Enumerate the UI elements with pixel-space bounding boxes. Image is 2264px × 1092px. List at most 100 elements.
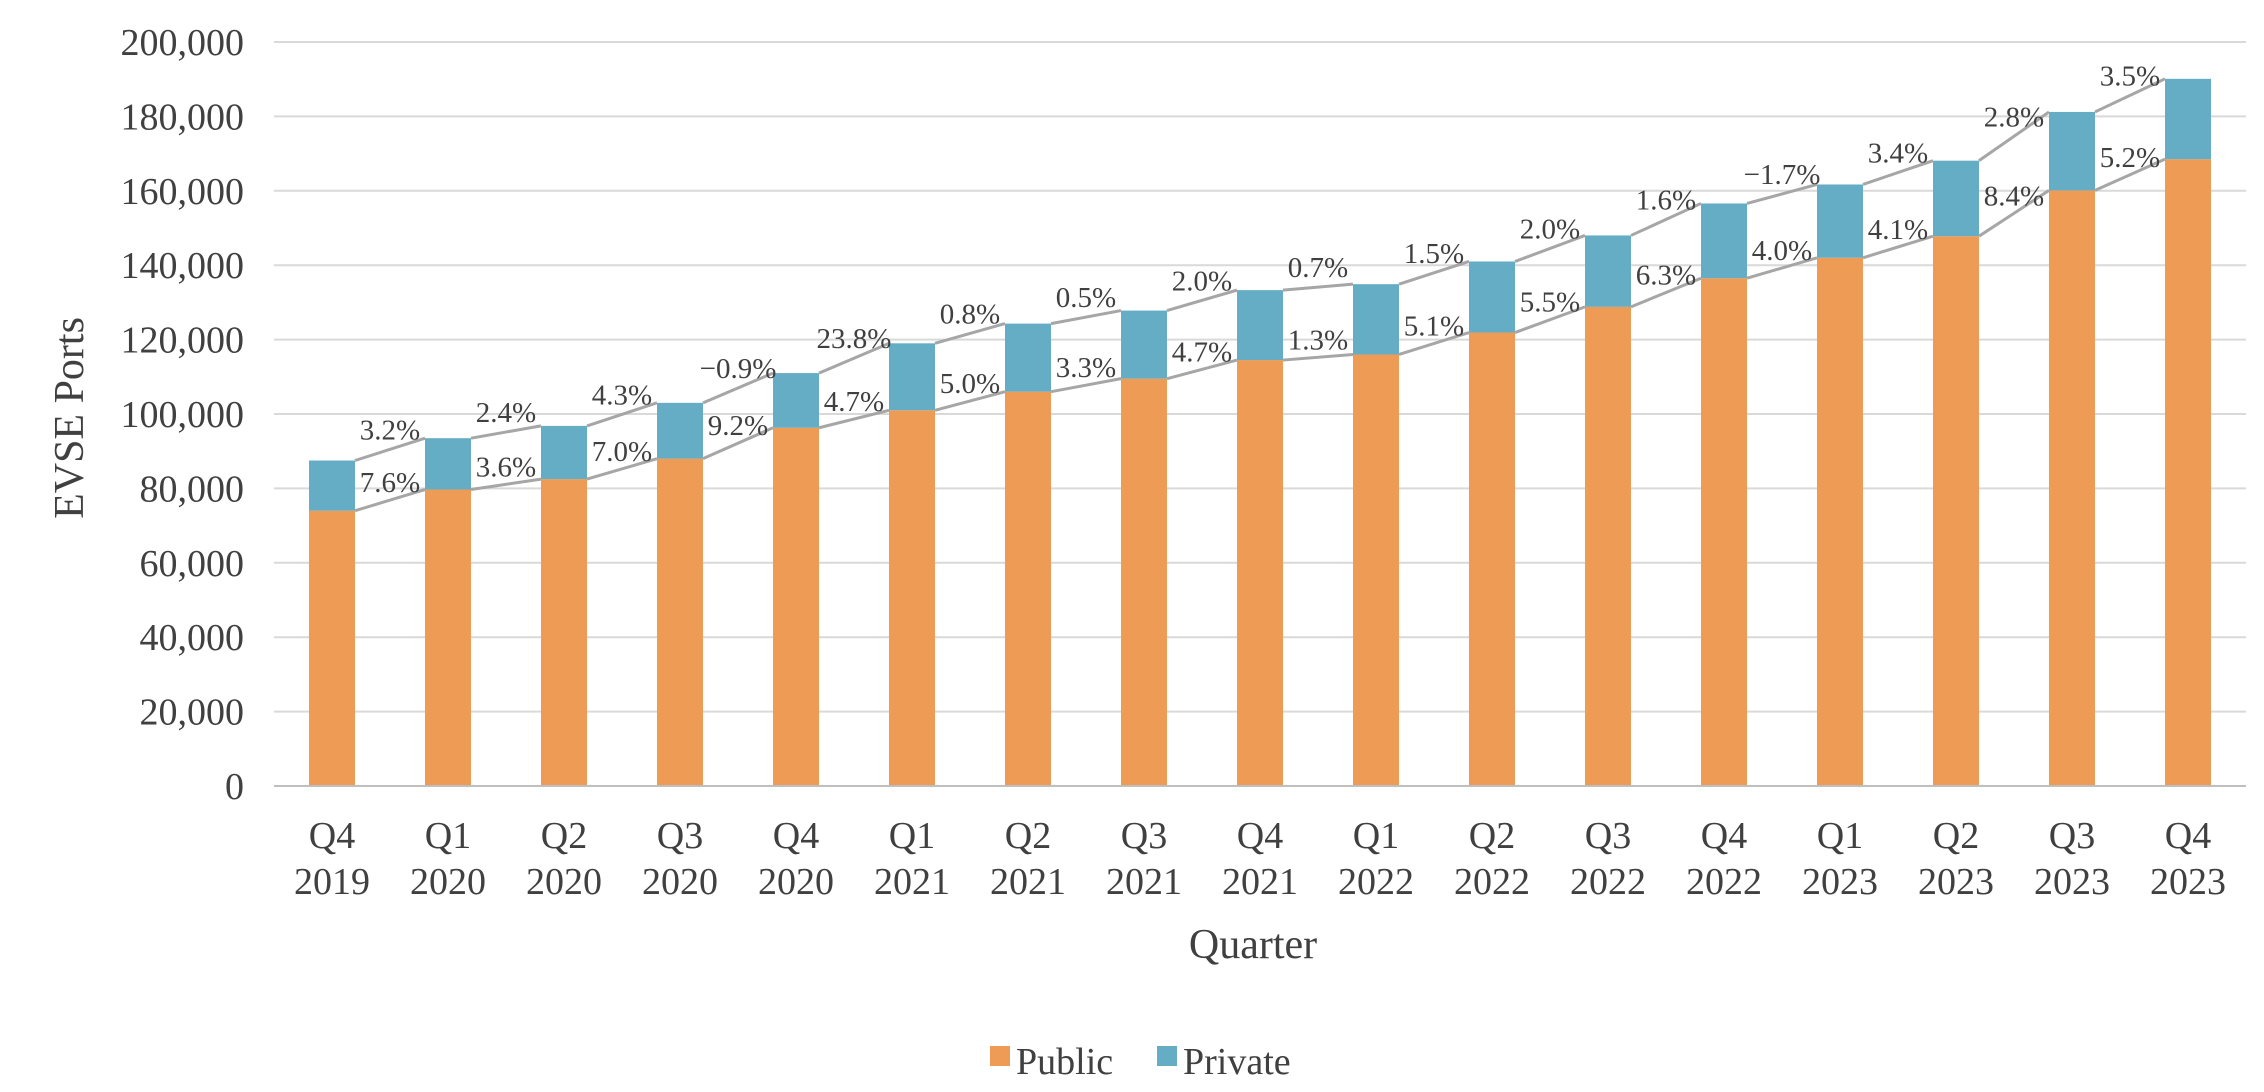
connector-lines bbox=[354, 77, 2166, 513]
connector-public bbox=[470, 477, 542, 491]
connector-total bbox=[2094, 77, 2166, 114]
change-label-private: 2.0% bbox=[1172, 265, 1232, 297]
connector-public bbox=[1514, 305, 1586, 334]
x-tick-label-quarter: Q3 bbox=[1585, 815, 1631, 857]
change-label-private: 0.5% bbox=[1056, 282, 1116, 314]
connector-total bbox=[586, 401, 658, 428]
y-tick-label: 180,000 bbox=[121, 96, 245, 138]
bar-private bbox=[425, 438, 471, 490]
connector-total bbox=[470, 424, 542, 440]
connector-public bbox=[1050, 377, 1122, 394]
x-tick-label-quarter: Q2 bbox=[541, 815, 587, 857]
change-label-private: 0.8% bbox=[940, 298, 1000, 330]
change-label-public: 4.7% bbox=[1172, 336, 1232, 368]
connector-total bbox=[1514, 234, 1586, 263]
data-labels: 7.6% 3.2% 3.6% 2.4% 7.0% 4.3% 9.2% −0.9% 4.7% 23.… bbox=[360, 60, 2160, 499]
connector-public bbox=[1398, 331, 1470, 356]
change-label-public: 8.4% bbox=[1984, 180, 2044, 212]
x-axis-title: Quarter bbox=[1189, 922, 1317, 968]
bar-public bbox=[425, 489, 471, 786]
bar-public bbox=[1817, 257, 1863, 786]
connector-total bbox=[1282, 282, 1354, 292]
change-label-public: 4.7% bbox=[824, 386, 884, 418]
change-label-public: 1.3% bbox=[1288, 324, 1348, 356]
change-label-public: 3.3% bbox=[1056, 352, 1116, 384]
change-label-private: 1.5% bbox=[1404, 238, 1464, 270]
change-label-public: 5.2% bbox=[2100, 142, 2160, 174]
change-label-private: 4.3% bbox=[592, 379, 652, 411]
connector-total bbox=[1862, 159, 1934, 186]
legend-label-private: Private bbox=[1183, 1041, 1291, 1083]
connector-public bbox=[1630, 276, 1702, 309]
x-tick-label-year: 2020 bbox=[526, 861, 602, 903]
y-tick-label: 200,000 bbox=[121, 22, 245, 64]
connector-public bbox=[1862, 234, 1934, 260]
bar-public bbox=[1701, 278, 1747, 786]
connector-total bbox=[1398, 260, 1470, 286]
bar-private bbox=[1237, 290, 1283, 361]
x-tick-label-quarter: Q2 bbox=[1469, 815, 1515, 857]
bar-private bbox=[2165, 78, 2211, 160]
y-tick-label: 100,000 bbox=[121, 394, 245, 436]
y-tick-label: 60,000 bbox=[140, 543, 245, 585]
change-label-public: 5.5% bbox=[1520, 287, 1580, 319]
connector-public bbox=[354, 488, 426, 513]
x-tick-label-year: 2022 bbox=[1454, 861, 1530, 903]
x-tick-label-year: 2023 bbox=[2034, 861, 2110, 903]
bar-private bbox=[773, 373, 819, 428]
change-label-public: 4.0% bbox=[1752, 235, 1812, 267]
y-tick-label: 0 bbox=[225, 766, 244, 808]
x-tick-label-year: 2023 bbox=[1918, 861, 1994, 903]
change-label-public: 6.3% bbox=[1636, 260, 1696, 292]
bar-public bbox=[309, 510, 355, 786]
legend-swatch-public bbox=[990, 1046, 1010, 1066]
x-tick-label-year: 2022 bbox=[1570, 861, 1646, 903]
y-tick-label: 80,000 bbox=[140, 468, 245, 510]
bar-private bbox=[1585, 235, 1631, 307]
x-tick-label-year: 2023 bbox=[1802, 861, 1878, 903]
bar-public bbox=[1469, 332, 1515, 786]
x-tick-label-year: 2020 bbox=[410, 861, 486, 903]
change-label-public: 9.2% bbox=[708, 410, 768, 442]
y-tick-label: 160,000 bbox=[121, 171, 245, 213]
connector-total bbox=[1050, 309, 1122, 326]
connector-total bbox=[1630, 202, 1702, 237]
connector-total bbox=[702, 371, 774, 405]
bar-private bbox=[1121, 310, 1167, 379]
x-tick-label-quarter: Q3 bbox=[1121, 815, 1167, 857]
x-tick-label-quarter: Q3 bbox=[2049, 815, 2095, 857]
change-label-public: 7.6% bbox=[360, 467, 420, 499]
bar-private bbox=[541, 425, 587, 480]
bar-private bbox=[1933, 160, 1979, 237]
x-tick-label-year: 2023 bbox=[2150, 861, 2226, 903]
change-label-private: 3.4% bbox=[1868, 138, 1928, 170]
change-label-private: 2.0% bbox=[1520, 213, 1580, 245]
x-tick-label-quarter: Q2 bbox=[1005, 815, 1051, 857]
x-tick-label-quarter: Q4 bbox=[773, 815, 819, 857]
change-label-private: 0.7% bbox=[1288, 252, 1348, 284]
change-label-private: 2.4% bbox=[476, 397, 536, 429]
connector-public bbox=[934, 390, 1006, 412]
x-tick-label-year: 2022 bbox=[1338, 861, 1414, 903]
change-label-private: 3.5% bbox=[2100, 60, 2160, 92]
change-label-private: 23.8% bbox=[817, 323, 892, 355]
connector-public bbox=[2094, 157, 2166, 192]
x-tick-label-quarter: Q4 bbox=[1237, 815, 1283, 857]
connector-public bbox=[818, 408, 890, 430]
connector-total bbox=[934, 322, 1006, 345]
connector-total bbox=[354, 436, 426, 462]
x-tick-label-quarter: Q4 bbox=[1701, 815, 1747, 857]
change-label-private: −1.7% bbox=[1744, 159, 1821, 191]
x-tick-label-quarter: Q4 bbox=[2165, 815, 2211, 857]
x-tick-label-quarter: Q3 bbox=[657, 815, 703, 857]
bar-private bbox=[1701, 203, 1747, 279]
x-tick-label-year: 2021 bbox=[1106, 861, 1182, 903]
connector-public bbox=[1746, 256, 1818, 280]
y-tick-label: 40,000 bbox=[140, 617, 245, 659]
connector-total bbox=[1166, 288, 1238, 313]
x-tick-label-year: 2019 bbox=[294, 861, 370, 903]
x-tick-label-year: 2020 bbox=[758, 861, 834, 903]
x-tick-label-quarter: Q2 bbox=[1933, 815, 1979, 857]
x-tick-label-quarter: Q1 bbox=[1353, 815, 1399, 857]
